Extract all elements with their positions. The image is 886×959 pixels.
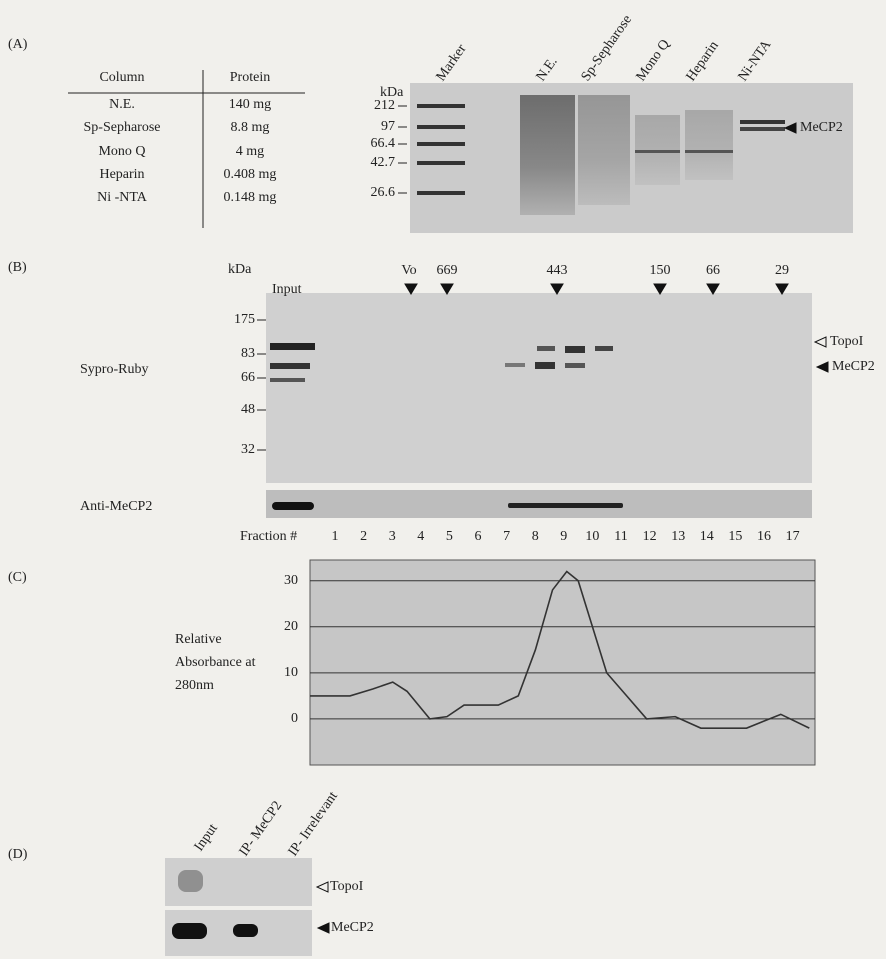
y-tick-label: 10 [284,665,298,680]
y-tick-label: 0 [291,711,298,726]
fraction-number: 12 [643,529,657,544]
fraction-number: 4 [417,529,424,544]
band-label: TopoI [330,879,364,894]
fraction-number: 10 [585,529,599,544]
table-cell: Heparin [99,167,144,182]
size-marker: 443 [547,263,568,278]
table-header: Column [99,70,144,85]
fraction-number: 11 [614,529,627,544]
blot-band [272,502,314,510]
fraction-number: 7 [503,529,510,544]
y-tick-label: 20 [284,619,298,634]
gel-band [740,127,785,131]
gel-band [178,870,203,892]
fraction-number: 13 [671,529,685,544]
y-axis-label: Relative [175,632,222,647]
blot-band [172,923,207,939]
band-label: MeCP2 [832,359,875,374]
gel-smear [578,95,630,205]
fraction-number: 5 [446,529,453,544]
mw-label: 175 [234,312,255,327]
gel-band [417,161,465,165]
table-cell: 4 mg [236,144,264,159]
fraction-number: 15 [728,529,742,544]
size-marker: 66 [706,263,720,278]
gel-band [685,150,733,153]
y-axis-label: Absorbance at [175,655,256,670]
gel-b [266,293,812,483]
gel-band [505,363,525,367]
fraction-number: 3 [389,529,396,544]
gel-band [565,346,585,353]
table-cell: Ni -NTA [97,190,148,205]
gel-a [410,83,853,233]
gel-band [417,104,465,108]
mw-label: 212 [374,98,395,113]
fraction-number: 1 [332,529,339,544]
blot-band [508,503,623,508]
gel-band [417,125,465,129]
fraction-number: 17 [786,529,800,544]
table-cell: 140 mg [229,97,271,112]
fraction-number: 16 [757,529,771,544]
panel-label: (B) [8,260,27,275]
gel-band [270,363,310,369]
figure: (A) Column Protein N.E. 140 mg Sp-Sepharose 8.… [0,0,886,959]
blot-label: Anti-MeCP2 [80,499,152,514]
gel-band [635,150,680,153]
panel-label: (A) [8,37,28,52]
unit-label: kDa [228,262,252,277]
gel-band [535,362,555,369]
fraction-number: 9 [560,529,567,544]
size-marker: Vo [401,263,416,278]
page: (A) Column Protein N.E. 140 mg Sp-Sepharose 8.… [0,0,886,959]
fraction-number: 6 [475,529,482,544]
fraction-label: Fraction # [240,529,297,544]
mw-label: 26.6 [371,185,396,200]
gel-band [537,346,555,351]
stain-label: Sypro-Ruby [80,362,148,377]
gel-smear [520,95,575,215]
fraction-number: 2 [360,529,367,544]
mw-label: 66 [241,370,255,385]
gel-band [740,120,785,124]
mw-label: 97 [381,119,395,134]
table-header: Protein [230,70,270,85]
panel-label: (D) [8,847,28,862]
gel-band [417,191,465,195]
gel-band [270,343,315,350]
plot-area [310,560,815,765]
band-label: TopoI [830,334,864,349]
band-label: MeCP2 [331,920,374,935]
lane-label: Input [272,282,302,297]
gel-smear [685,110,733,180]
table-cell: 0.148 mg [224,190,277,205]
mw-label: 83 [241,346,255,361]
mw-label: 66.4 [371,136,396,151]
gel-band [595,346,613,351]
band-label: MeCP2 [800,120,843,135]
y-axis-label: 280nm [175,678,214,693]
table-cell: Sp-Sepharose [84,120,161,135]
blot-band [233,924,258,937]
table-cell: Mono Q [98,144,145,159]
table-cell: 0.408 mg [224,167,277,182]
gel-band [417,142,465,146]
panel-label: (C) [8,570,27,585]
gel-band [565,363,585,368]
mw-label: 48 [241,402,255,417]
mw-label: 32 [241,442,255,457]
fraction-number: 14 [700,529,714,544]
gel-band [270,378,305,382]
table-cell: N.E. [109,97,135,112]
y-tick-label: 30 [284,573,298,588]
fraction-number: 8 [532,529,539,544]
size-marker: 669 [437,263,458,278]
size-marker: 150 [650,263,671,278]
table-cell: 8.8 mg [231,120,270,135]
size-marker: 29 [775,263,789,278]
mw-label: 42.7 [371,155,396,170]
